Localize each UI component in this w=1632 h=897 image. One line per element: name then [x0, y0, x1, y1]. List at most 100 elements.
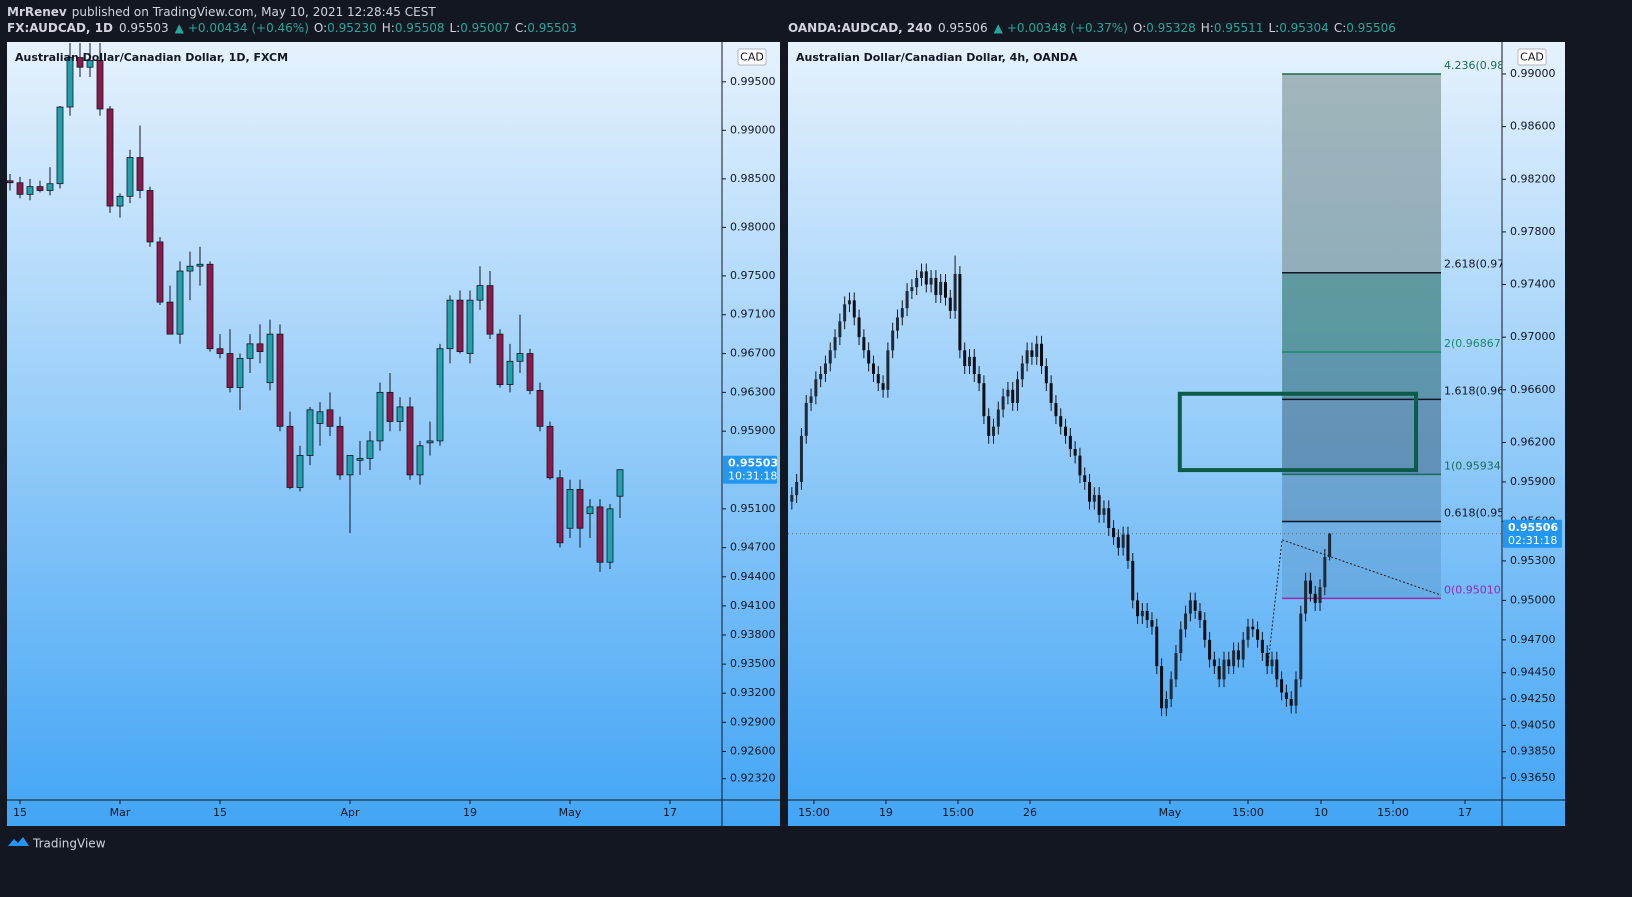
- candle-body: [1164, 699, 1168, 709]
- y-tick-label: 0.98200: [1510, 172, 1556, 185]
- candle-body: [867, 350, 871, 364]
- candle-body: [306, 409, 314, 456]
- candle-body: [1294, 679, 1298, 706]
- candle-body: [276, 333, 284, 427]
- candle-body: [1188, 600, 1192, 614]
- candle-body: [426, 440, 434, 444]
- y-tick-label: 0.92320: [730, 772, 776, 785]
- y-tick-label: 0.95100: [730, 502, 776, 515]
- price-label-box: [1503, 519, 1562, 548]
- candle-body: [1035, 343, 1039, 357]
- published: published on TradingView.com, May 10, 20…: [72, 5, 437, 19]
- fib-label: 0.618(0.95: [1444, 507, 1504, 520]
- candle-body: [1126, 534, 1130, 561]
- candle-body: [1265, 653, 1269, 667]
- candle-body: [895, 317, 899, 331]
- candle-body: [799, 435, 803, 482]
- currency-box: [1517, 48, 1547, 66]
- candle-body: [236, 357, 244, 388]
- candle-body: [900, 308, 904, 318]
- candle-body: [1260, 639, 1264, 654]
- candle-body: [924, 271, 928, 285]
- candle-body: [939, 281, 943, 296]
- zone-box: [1177, 391, 1419, 473]
- ohlc-key: O:: [314, 21, 327, 35]
- ohlc-value: 0.95508: [395, 21, 445, 35]
- candle-body: [881, 383, 885, 390]
- candle-body: [136, 157, 144, 191]
- y-tick-label: 0.97800: [1510, 225, 1556, 238]
- candle-body: [526, 353, 534, 391]
- candle-body: [992, 426, 996, 436]
- candle-body: [1054, 402, 1058, 417]
- chart-title: Australian Dollar/Canadian Dollar, 4h, O…: [796, 51, 1078, 64]
- price-countdown: 10:31:18: [728, 470, 777, 483]
- candle-body: [1145, 610, 1149, 621]
- header-arrow: ▲: [175, 21, 185, 35]
- brand-logo: [8, 837, 29, 846]
- plot: 4.236(0.989 2.618(0.974 2(0.96867) 1.618(0.…: [788, 59, 1511, 717]
- candle-body: [1184, 613, 1188, 630]
- candle-body: [823, 363, 827, 375]
- candle-body: [1025, 350, 1029, 364]
- candle-body: [968, 356, 972, 367]
- candle-body: [466, 299, 474, 354]
- candle-body: [1318, 587, 1322, 603]
- candle-body: [1193, 600, 1197, 611]
- ohlc-key: L:: [1268, 21, 1279, 35]
- candle-body: [809, 396, 813, 403]
- candle-body: [905, 291, 909, 309]
- candle-body: [1112, 527, 1116, 538]
- y-tick-label: 0.94050: [1510, 718, 1556, 731]
- y-tick-label: 0.99500: [730, 75, 776, 88]
- candle-body: [1241, 639, 1245, 660]
- ohlc-key: L:: [449, 21, 460, 35]
- candle-body: [934, 277, 938, 296]
- candle-body: [586, 506, 594, 515]
- y-tick-label: 0.96300: [730, 385, 776, 398]
- candle-body: [1020, 363, 1024, 380]
- candle-body: [1044, 366, 1048, 384]
- ohlc-value: 0.95304: [1279, 21, 1329, 35]
- fib-band: [1282, 272, 1442, 353]
- candle-body: [963, 350, 967, 367]
- candle-body: [982, 383, 986, 417]
- candle-body: [1131, 560, 1135, 601]
- candle-body: [566, 489, 574, 529]
- candle-body: [1001, 396, 1005, 410]
- candle-body: [266, 333, 274, 384]
- y-tick-label: 0.94700: [730, 541, 776, 554]
- ohlc-key: H:: [382, 21, 395, 35]
- candle-body: [1011, 389, 1015, 403]
- price-label: 0.95503: [728, 457, 778, 470]
- candle-body: [76, 57, 84, 68]
- header-price: 0.95503: [119, 21, 169, 35]
- y-tick-label: 0.96600: [1510, 383, 1556, 396]
- candle-body: [1328, 533, 1332, 558]
- candle-body: [1107, 508, 1111, 528]
- candle-body: [1227, 659, 1231, 667]
- candle-body: [406, 406, 414, 476]
- candle-body: [977, 374, 981, 384]
- fib-label: 4.236(0.989: [1444, 59, 1511, 72]
- candle-body: [833, 337, 837, 351]
- y-tick-label: 0.99000: [730, 123, 776, 136]
- candle-body: [972, 356, 976, 375]
- candle-body: [790, 495, 794, 502]
- x-tick-label: 19: [879, 806, 893, 819]
- candle-body: [1275, 659, 1279, 680]
- candle-body: [1198, 610, 1202, 621]
- fib-label: 1(0.95934): [1444, 459, 1505, 472]
- candle-body: [1236, 650, 1240, 660]
- candle-body: [929, 277, 933, 285]
- fib-label: 1.618(0.96: [1444, 384, 1504, 397]
- panel-background: [7, 42, 780, 826]
- x-tick-label: 15: [13, 806, 27, 819]
- candle-body: [1121, 534, 1125, 548]
- candle-body: [1246, 626, 1250, 640]
- candle-body: [1284, 692, 1288, 700]
- publish-line: MrRenev published on TradingView.com, May…: [7, 5, 436, 19]
- x-tick-label: 15:00: [942, 806, 974, 819]
- currency: CAD: [1520, 51, 1544, 64]
- fib-label: 2(0.96867): [1444, 337, 1505, 350]
